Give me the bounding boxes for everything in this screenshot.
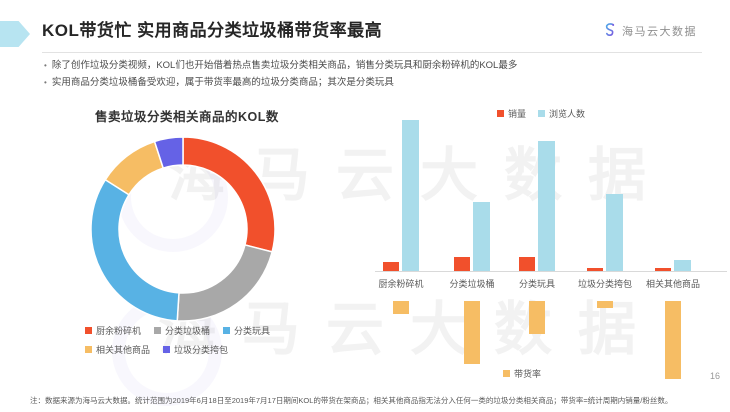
brand-logo-text: 海马云大数据 [622,26,697,38]
legend-item: 销量 [497,107,526,120]
legend-item: 分类垃圾桶 [154,324,210,337]
legend-label: 分类垃圾桶 [165,326,211,336]
legend-label: 浏览人数 [549,109,586,119]
corner-arrow-decoration [0,21,30,47]
page-number: 16 [710,371,721,381]
legend-label: 相关其他商品 [96,345,151,355]
category-label: 相关其他商品 [645,279,700,289]
page-title: KOL带货忙 实用商品分类垃圾桶带货率最高 [42,21,383,40]
legend-swatch [497,110,504,117]
bullet-item: 实用商品分类垃圾桶备受欢迎，属于带货率最高的垃圾分类商品；其次是分类玩具 [44,75,517,92]
header-divider [42,52,702,53]
legend-swatch [503,370,510,377]
category-label: 厨余粉碎机 [378,279,424,289]
rate-chart-legend: 带货率 [503,367,541,380]
sales-bar-5 [655,267,671,271]
legend-item: 带货率 [503,367,541,380]
footnote: 注：数据来源为海马云大数据。统计范围为2019年6月18日至2019年7月17日… [30,396,673,405]
donut-chart [90,136,276,322]
rate-bar-4 [597,301,613,309]
viewers-bar-2 [473,201,490,271]
legend-label: 分类玩具 [234,326,271,336]
legend-label: 销量 [508,109,527,119]
donut-slice-5 [153,136,184,170]
legend-swatch [85,346,92,353]
rate-chart-plot [375,301,727,381]
donut-chart-title: 售卖垃圾分类相关商品的KOL数 [95,110,279,124]
donut-slice-2 [176,244,274,322]
bar-chart-plot [375,120,727,272]
viewers-bar-5 [674,260,691,271]
viewers-bar-1 [402,120,419,271]
bar-chart-categories: 厨余粉碎机 分类垃圾桶 分类玩具 垃圾分类挎包 相关其他商品 [375,277,727,289]
category-label: 垃圾分类挎包 [577,279,632,289]
sales-bar-4 [587,267,603,271]
donut-slice-1 [182,136,276,253]
bar-chart-legend: 销量 浏览人数 [497,107,585,120]
rate-bar-3 [529,301,545,334]
summary-bullets: 除了创作垃圾分类视频，KOL们也开始借着热点售卖垃圾分类相关商品，销售分类玩具和… [44,58,518,92]
legend-swatch [154,327,162,334]
legend-swatch [85,327,92,334]
viewers-bar-4 [606,194,623,271]
brand-logo: 海马云大数据 [602,22,697,40]
sales-bar-3 [519,257,535,271]
rate-bar-1 [393,301,409,315]
bullet-item: 除了创作垃圾分类视频，KOL们也开始借着热点售卖垃圾分类相关商品，销售分类玩具和… [44,58,518,75]
legend-item: 相关其他商品 [85,343,150,356]
legend-item: 厨余粉碎机 [85,324,141,337]
donut-slice-3 [90,178,180,322]
donut-legend-row-1: 厨余粉碎机 分类垃圾桶 分类玩具 [85,324,335,337]
rate-bar-5 [665,301,681,379]
category-label: 分类垃圾桶 [449,279,495,289]
seahorse-logo-icon [605,23,615,37]
rate-bar-2 [464,301,480,365]
legend-swatch [223,327,231,334]
legend-item: 垃圾分类挎包 [163,343,228,356]
sales-bar-2 [454,257,470,271]
donut-legend: 厨余粉碎机 分类垃圾桶 分类玩具 相关其他商品 垃圾分类挎包 [85,324,335,362]
legend-item: 浏览人数 [538,107,585,120]
viewers-bar-3 [538,141,555,271]
legend-label: 垃圾分类挎包 [174,345,229,355]
sales-bar-1 [383,261,399,271]
legend-swatch [538,110,546,117]
legend-label: 带货率 [514,369,542,379]
legend-item: 分类玩具 [223,324,270,337]
donut-legend-row-2: 相关其他商品 垃圾分类挎包 [85,343,335,356]
legend-swatch [163,346,171,353]
legend-label: 厨余粉碎机 [96,326,142,336]
category-label: 分类玩具 [518,279,555,289]
